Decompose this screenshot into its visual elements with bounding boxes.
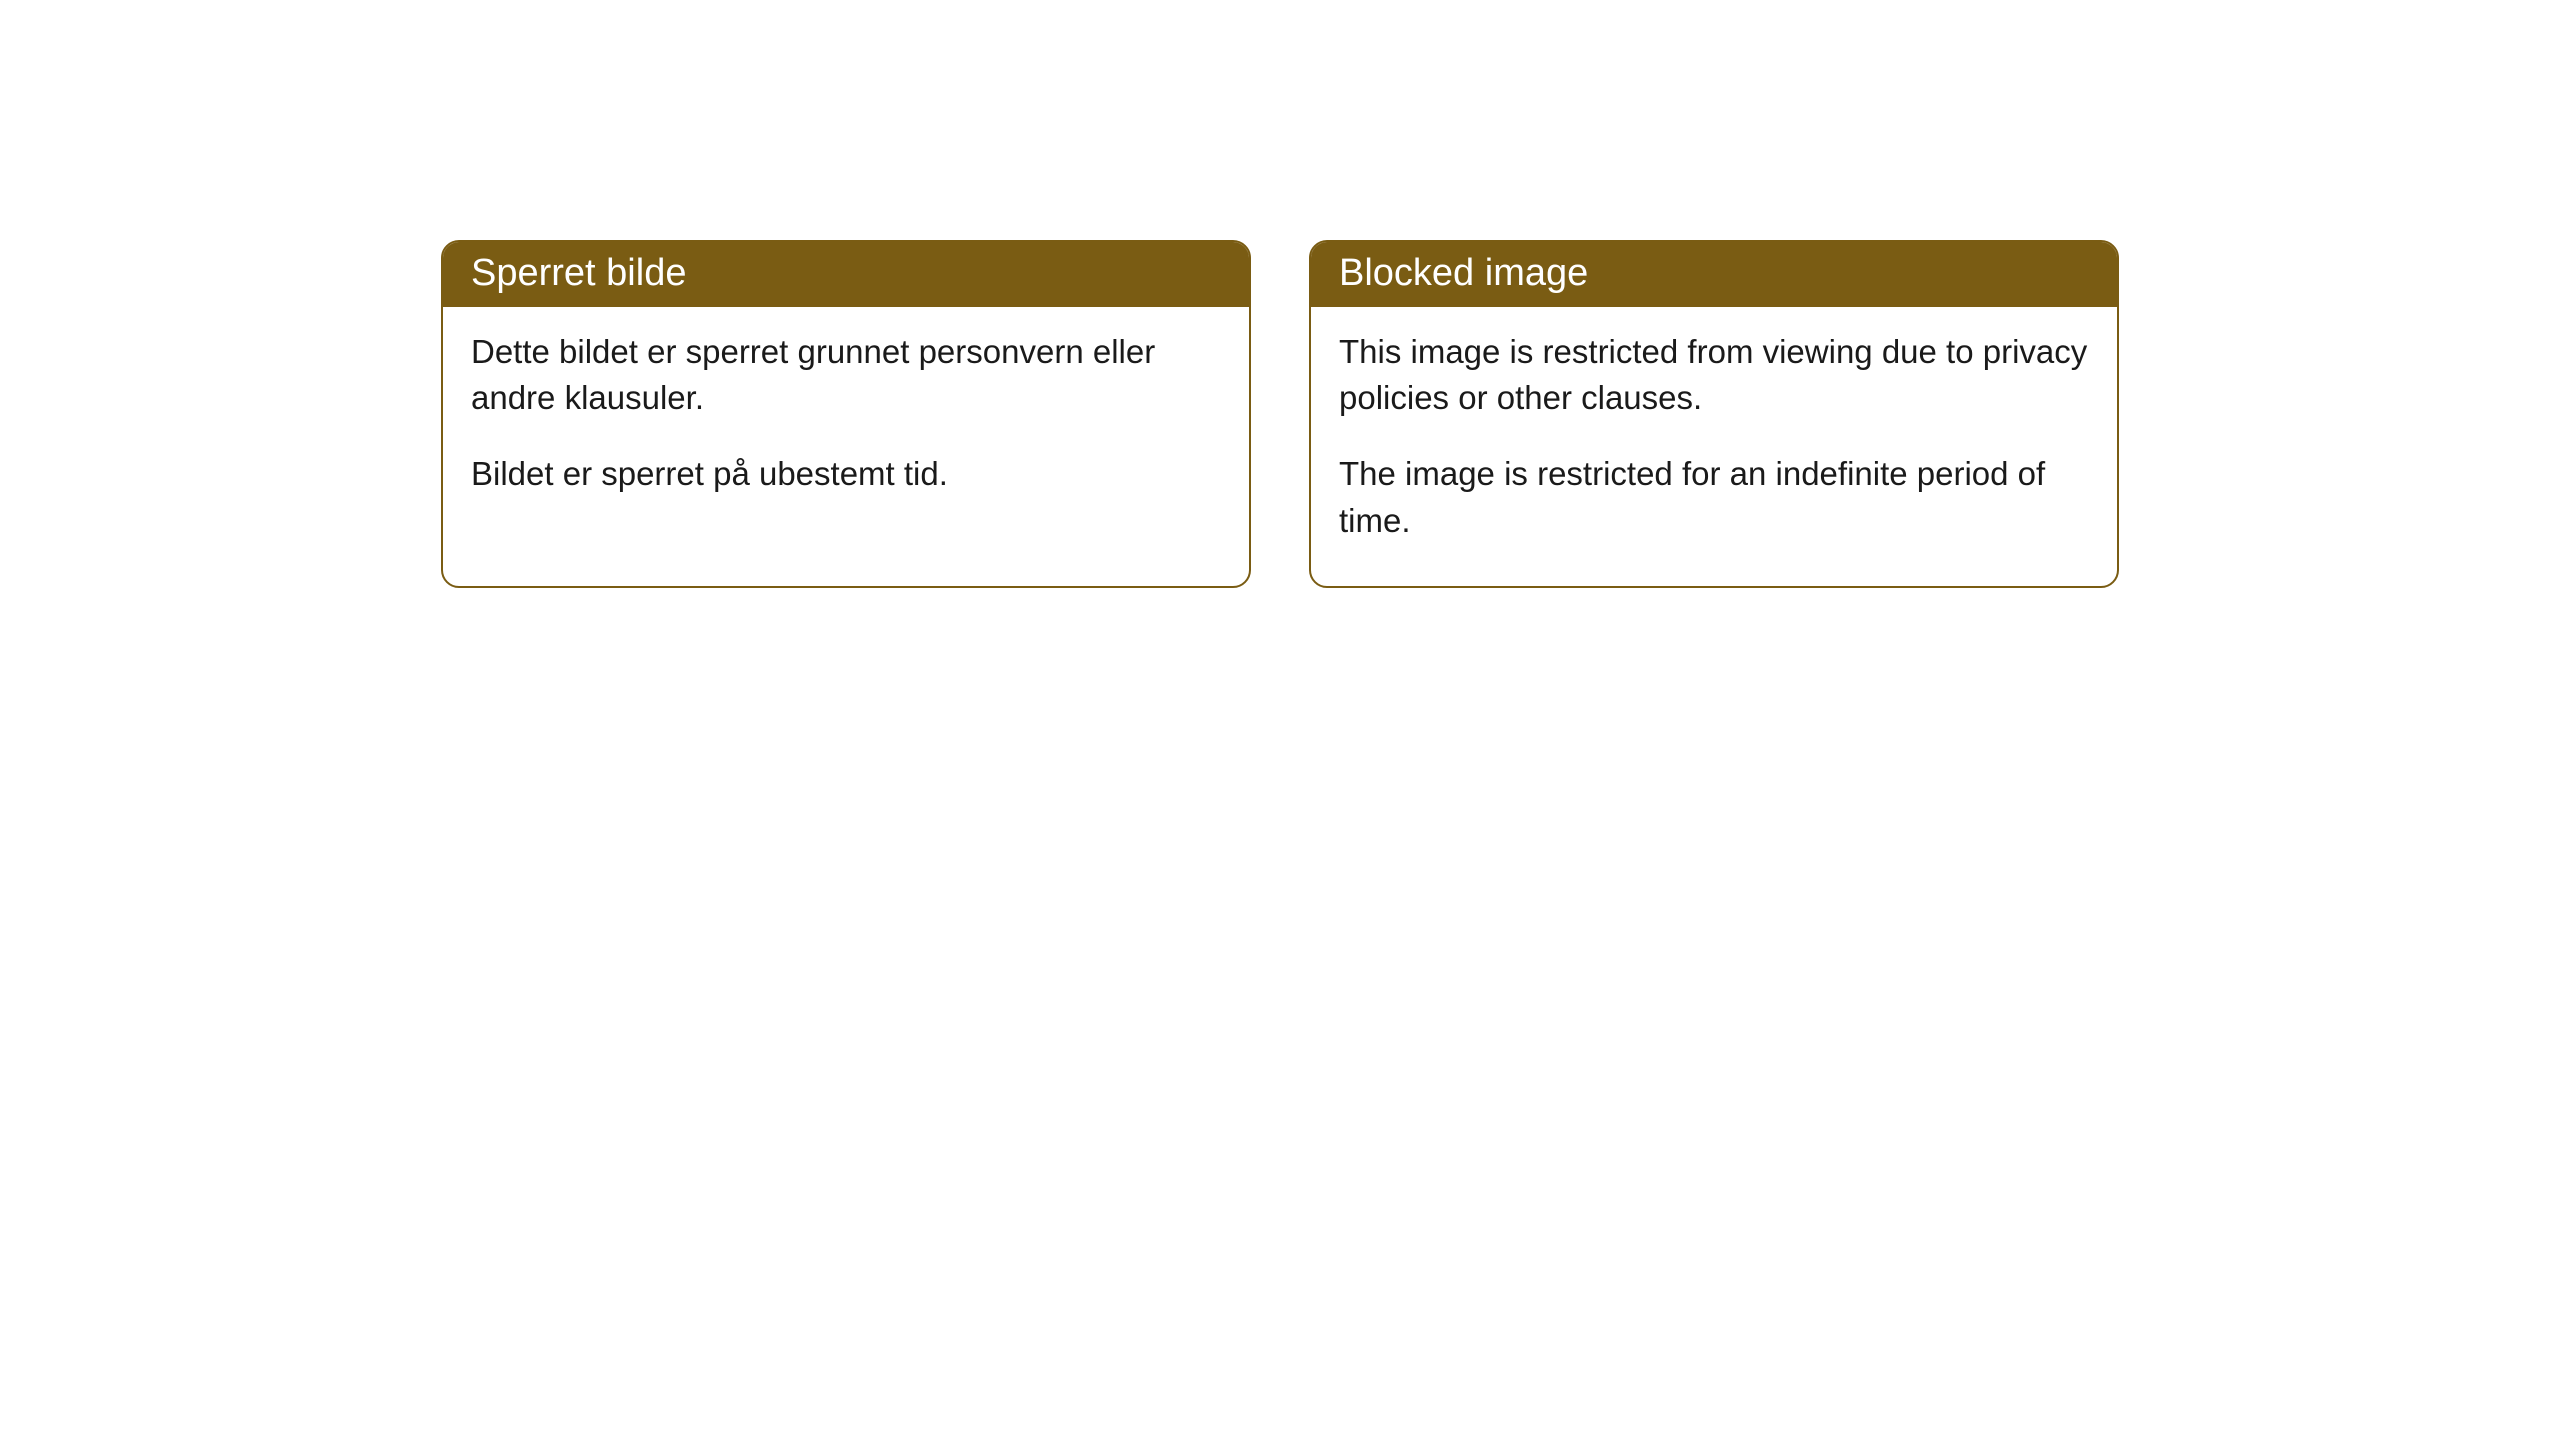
- card-para1-en: This image is restricted from viewing du…: [1339, 329, 2089, 421]
- cards-container: Sperret bilde Dette bildet er sperret gr…: [430, 240, 2130, 588]
- card-para2-no: Bildet er sperret på ubestemt tid.: [471, 451, 1221, 497]
- card-body-no: Dette bildet er sperret grunnet personve…: [443, 307, 1249, 540]
- blocked-image-card-en: Blocked image This image is restricted f…: [1309, 240, 2119, 588]
- card-para1-no: Dette bildet er sperret grunnet personve…: [471, 329, 1221, 421]
- card-header-en: Blocked image: [1311, 242, 2117, 307]
- card-body-en: This image is restricted from viewing du…: [1311, 307, 2117, 586]
- card-para2-en: The image is restricted for an indefinit…: [1339, 451, 2089, 543]
- card-header-no: Sperret bilde: [443, 242, 1249, 307]
- blocked-image-card-no: Sperret bilde Dette bildet er sperret gr…: [441, 240, 1251, 588]
